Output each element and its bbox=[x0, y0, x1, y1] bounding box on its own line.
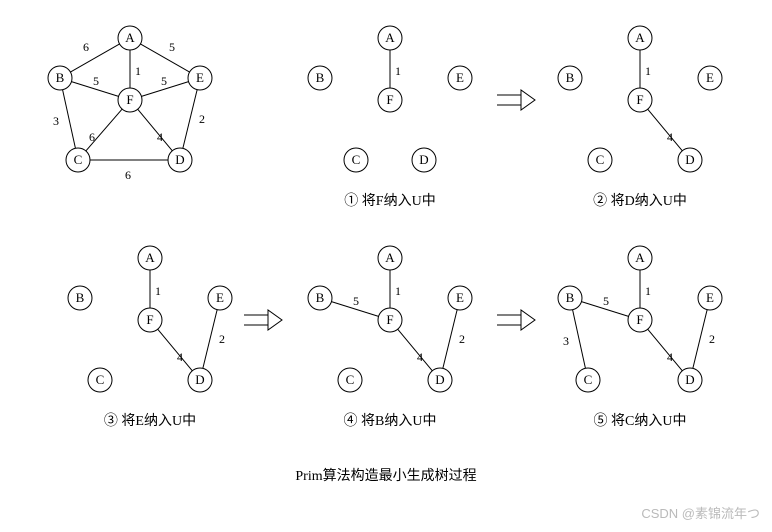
node-label: E bbox=[456, 290, 464, 305]
edge bbox=[203, 310, 217, 369]
edge-weight: 5 bbox=[169, 40, 175, 54]
edge-weight: 5 bbox=[161, 74, 167, 88]
panel-p0: 6 5 1 5 3 5 2 6 4 6 A B C D E F bbox=[48, 26, 212, 182]
edge bbox=[693, 310, 707, 369]
node-label: D bbox=[685, 152, 694, 167]
edge-weight: 2 bbox=[459, 332, 465, 346]
edge-weight: 4 bbox=[157, 130, 163, 144]
node-label: A bbox=[635, 250, 645, 265]
node-label: A bbox=[145, 250, 155, 265]
node-label: E bbox=[456, 70, 464, 85]
node-label: C bbox=[74, 152, 83, 167]
panel-caption: ④ 将B纳入U中 bbox=[344, 413, 437, 429]
panel-caption: ② 将D纳入U中 bbox=[593, 193, 687, 209]
edge-weight: 1 bbox=[155, 284, 161, 298]
panel-caption: ③ 将E纳入U中 bbox=[104, 413, 196, 429]
node-label: F bbox=[126, 92, 133, 107]
node-label: A bbox=[385, 250, 395, 265]
edge bbox=[183, 90, 197, 149]
node-label: D bbox=[685, 372, 694, 387]
node-label: E bbox=[706, 70, 714, 85]
node-label: E bbox=[706, 290, 714, 305]
node-label: F bbox=[636, 92, 643, 107]
edge-weight: 1 bbox=[645, 64, 651, 78]
edge bbox=[398, 329, 433, 371]
node-label: A bbox=[125, 30, 135, 45]
panel-p2: 1 4 A B C D E F ② 将D纳入U中 bbox=[558, 26, 722, 209]
node-label: E bbox=[216, 290, 224, 305]
panel-p3: 1 4 2 A B C D E F ③ 将E纳入U中 bbox=[68, 246, 232, 429]
edge-weight: 4 bbox=[667, 350, 673, 364]
node-label: C bbox=[346, 372, 355, 387]
node-label: B bbox=[56, 70, 65, 85]
prim-diagram: 6515352646ABCDEF1ABCDEF① 将F纳入U中14ABCDEF②… bbox=[0, 0, 772, 532]
node-label: D bbox=[175, 152, 184, 167]
node-label: F bbox=[636, 312, 643, 327]
edge-weight: 3 bbox=[53, 114, 59, 128]
edge bbox=[138, 109, 173, 151]
edge-weight: 5 bbox=[93, 74, 99, 88]
edge bbox=[443, 310, 457, 369]
edge-weight: 2 bbox=[219, 332, 225, 346]
edge-weight: 4 bbox=[177, 350, 183, 364]
edge-weight: 1 bbox=[395, 64, 401, 78]
watermark: CSDN @素锦流年つ bbox=[641, 503, 760, 522]
node-label: C bbox=[352, 152, 361, 167]
node-label: C bbox=[596, 152, 605, 167]
edge-weight: 6 bbox=[125, 168, 131, 182]
node-label: B bbox=[76, 290, 85, 305]
edge-weight: 6 bbox=[83, 40, 89, 54]
edge-weight: 6 bbox=[89, 130, 95, 144]
edge-weight: 5 bbox=[353, 294, 359, 308]
edge-weight: 1 bbox=[135, 64, 141, 78]
node-label: F bbox=[386, 312, 393, 327]
edge-weight: 2 bbox=[709, 332, 715, 346]
edge bbox=[158, 329, 193, 371]
node-label: A bbox=[385, 30, 395, 45]
edge-weight: 1 bbox=[645, 284, 651, 298]
node-label: C bbox=[96, 372, 105, 387]
arrow-icon bbox=[244, 310, 282, 330]
edge bbox=[70, 44, 119, 72]
edge bbox=[140, 44, 189, 72]
edge-weight: 2 bbox=[199, 112, 205, 126]
arrow-icon bbox=[497, 310, 535, 330]
node-label: A bbox=[635, 30, 645, 45]
panel-caption: ⑤ 将C纳入U中 bbox=[594, 413, 687, 429]
node-label: B bbox=[566, 70, 575, 85]
node-label: D bbox=[419, 152, 428, 167]
edge bbox=[648, 329, 683, 371]
node-label: B bbox=[566, 290, 575, 305]
edge bbox=[648, 109, 683, 151]
edge-weight: 4 bbox=[667, 130, 673, 144]
arrow-icon bbox=[497, 90, 535, 110]
node-label: D bbox=[195, 372, 204, 387]
node-label: D bbox=[435, 372, 444, 387]
node-label: F bbox=[386, 92, 393, 107]
node-label: E bbox=[196, 70, 204, 85]
node-label: F bbox=[146, 312, 153, 327]
node-label: C bbox=[584, 372, 593, 387]
node-label: B bbox=[316, 70, 325, 85]
edge-weight: 3 bbox=[563, 334, 569, 348]
panel-p1: 1 A B C D E F ① 将F纳入U中 bbox=[308, 26, 472, 209]
edge-weight: 4 bbox=[417, 350, 423, 364]
panel-p4: 1 5 4 2 A B C D E F ④ 将B纳入U中 bbox=[308, 246, 472, 429]
panel-caption: ① 将F纳入U中 bbox=[344, 193, 435, 209]
diagram-title: Prim算法构造最小生成树过程 bbox=[295, 468, 476, 484]
edge-weight: 5 bbox=[603, 294, 609, 308]
edge bbox=[573, 310, 586, 369]
panel-p5: 1 5 3 4 2 A B C D E F ⑤ 将C纳入U中 bbox=[558, 246, 722, 429]
edge-weight: 1 bbox=[395, 284, 401, 298]
edge bbox=[63, 90, 76, 149]
node-label: B bbox=[316, 290, 325, 305]
